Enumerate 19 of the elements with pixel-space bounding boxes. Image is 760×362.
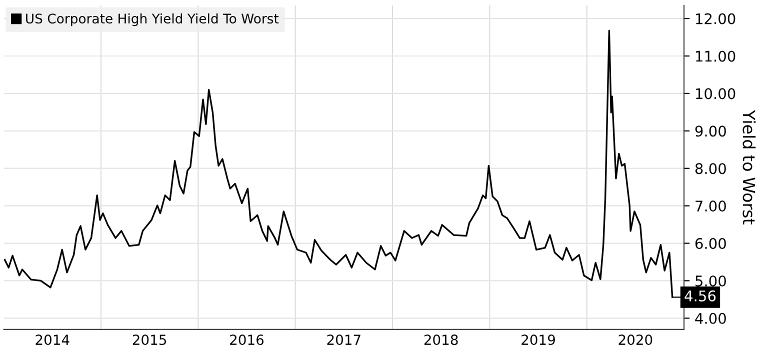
y-tick-label: 7.00 (696, 200, 726, 212)
y-tick-label: 12.00 (696, 13, 736, 24)
y-tick-label: 6.00 (695, 238, 726, 250)
x-tick-label: 2018 (424, 334, 458, 346)
x-tick-label: 2014 (36, 334, 70, 346)
y-tick-label: 10.00 (696, 88, 736, 100)
x-tick-label: 2016 (230, 334, 264, 346)
y-tick-label: 11.00 (696, 50, 736, 62)
y-tick-label: 4.00 (695, 312, 726, 324)
x-tick-label: 2017 (327, 334, 360, 346)
x-tick-label: 2015 (132, 334, 166, 346)
y-tick-label: 5.00 (696, 275, 726, 286)
annotation: 4.56 (684, 290, 716, 302)
x-tick-label: 2020 (618, 334, 652, 346)
y-tick-label: 9.00 (695, 126, 726, 137)
x-tick-label: 2019 (522, 334, 555, 346)
y-tick-label: 8.00 (695, 163, 726, 174)
legend-label: US Corporate High Yield Yield To Worst (26, 13, 279, 26)
y-axis-title: Yield to Worst (742, 110, 756, 224)
